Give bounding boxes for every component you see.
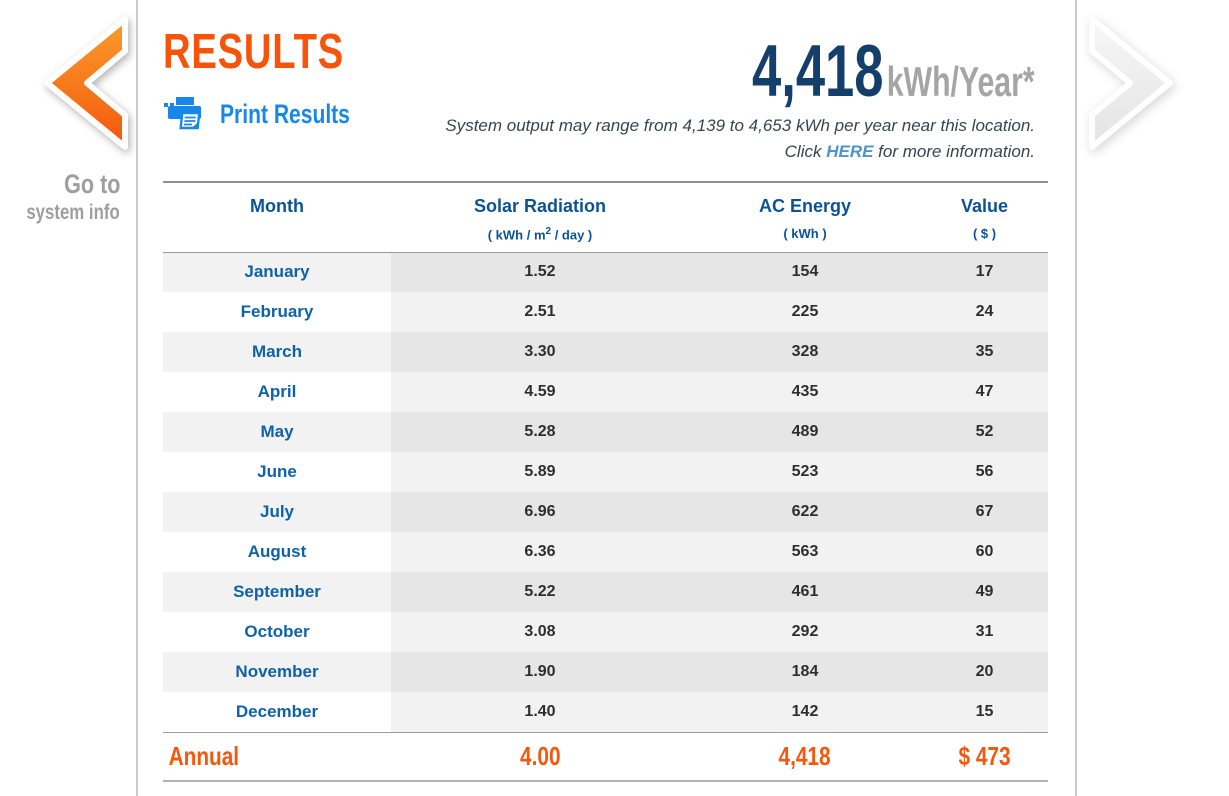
ac-cell: 563 — [689, 532, 921, 572]
value-cell: 31 — [921, 612, 1048, 652]
annual-value: $ 473 — [921, 731, 1048, 782]
table-row: October 3.08 292 31 — [163, 612, 1048, 652]
month-cell: November — [163, 652, 391, 692]
printer-icon[interactable] — [163, 96, 205, 132]
annual-ac: 4,418 — [689, 731, 921, 782]
value-cell: 35 — [921, 332, 1048, 372]
month-cell: February — [163, 292, 391, 332]
monthly-results-table: Month Solar Radiation ( kWh / m2 / day )… — [163, 181, 1048, 782]
table-row: June 5.89 523 56 — [163, 452, 1048, 492]
next-chevron-icon[interactable] — [1085, 12, 1177, 154]
ac-cell: 154 — [689, 252, 921, 292]
ac-cell: 461 — [689, 572, 921, 612]
left-divider — [136, 0, 138, 796]
left-nav-rail: Go to system info — [0, 0, 136, 796]
solar-cell: 1.40 — [391, 692, 689, 732]
month-cell: December — [163, 692, 391, 732]
table-row: December 1.40 142 15 — [163, 692, 1048, 732]
column-header-value: Value ( $ ) — [921, 182, 1048, 253]
value-cell: 47 — [921, 372, 1048, 412]
results-content: RESULTS Print Results — [163, 0, 1048, 796]
here-link[interactable]: HERE — [826, 142, 874, 161]
right-divider — [1075, 0, 1077, 796]
goto-system-info[interactable]: Go to system info — [3, 168, 120, 226]
month-cell: July — [163, 492, 391, 532]
table-row: February 2.51 225 24 — [163, 292, 1048, 332]
annual-label: Annual — [163, 731, 391, 782]
solar-cell: 5.22 — [391, 572, 689, 612]
goto-label-line1: Go to — [63, 169, 120, 199]
table-row: March 3.30 328 35 — [163, 332, 1048, 372]
annual-output-line: 4,418 kWh/Year* — [610, 30, 1035, 113]
previous-chevron-icon[interactable] — [40, 12, 132, 154]
solar-cell: 3.08 — [391, 612, 689, 652]
table-row: May 5.28 489 52 — [163, 412, 1048, 452]
column-header-month: Month — [163, 182, 391, 253]
output-range-note: System output may range from 4,139 to 4,… — [445, 116, 1035, 135]
month-cell: September — [163, 572, 391, 612]
value-cell: 56 — [921, 452, 1048, 492]
ac-cell: 184 — [689, 652, 921, 692]
ac-cell: 225 — [689, 292, 921, 332]
solar-cell: 4.59 — [391, 372, 689, 412]
print-results-link[interactable]: Print Results — [163, 96, 387, 132]
month-cell: June — [163, 452, 391, 492]
month-cell: August — [163, 532, 391, 572]
more-info-note: Click HERE for more information. — [445, 139, 1035, 165]
month-cell: April — [163, 372, 391, 412]
right-nav-rail — [1077, 0, 1229, 796]
month-cell: May — [163, 412, 391, 452]
more-info-suffix: for more information. — [873, 142, 1035, 161]
annual-row: Annual 4.00 4,418 $ 473 — [163, 731, 1048, 782]
solar-cell: 5.89 — [391, 452, 689, 492]
table-header-row: Month Solar Radiation ( kWh / m2 / day )… — [163, 182, 1048, 253]
month-cell: January — [163, 252, 391, 292]
ac-cell: 435 — [689, 372, 921, 412]
solar-cell: 1.52 — [391, 252, 689, 292]
value-cell: 52 — [921, 412, 1048, 452]
solar-cell: 5.28 — [391, 412, 689, 452]
value-cell: 49 — [921, 572, 1048, 612]
solar-cell: 6.36 — [391, 532, 689, 572]
month-cell: March — [163, 332, 391, 372]
ac-cell: 523 — [689, 452, 921, 492]
value-cell: 24 — [921, 292, 1048, 332]
annual-solar: 4.00 — [391, 731, 689, 782]
print-results-label: Print Results — [220, 98, 350, 129]
page-title: RESULTS — [163, 25, 344, 79]
solar-cell: 3.30 — [391, 332, 689, 372]
table-row: September 5.22 461 49 — [163, 572, 1048, 612]
value-cell: 60 — [921, 532, 1048, 572]
ac-cell: 622 — [689, 492, 921, 532]
value-cell: 20 — [921, 652, 1048, 692]
column-header-ac-energy: AC Energy ( kWh ) — [689, 182, 921, 253]
annual-output-value: 4,418 — [752, 31, 884, 112]
table-row: January 1.52 154 17 — [163, 252, 1048, 292]
table-row: April 4.59 435 47 — [163, 372, 1048, 412]
value-cell: 67 — [921, 492, 1048, 532]
ac-cell: 142 — [689, 692, 921, 732]
annual-output-unit: kWh/Year* — [887, 58, 1035, 105]
annual-output-block: 4,418 kWh/Year* System output may range … — [445, 30, 1035, 165]
ac-cell: 489 — [689, 412, 921, 452]
solar-cell: 1.90 — [391, 652, 689, 692]
value-cell: 15 — [921, 692, 1048, 732]
table-row: November 1.90 184 20 — [163, 652, 1048, 692]
month-cell: October — [163, 612, 391, 652]
table-row: August 6.36 563 60 — [163, 532, 1048, 572]
table-row: July 6.96 622 67 — [163, 492, 1048, 532]
solar-cell: 2.51 — [391, 292, 689, 332]
more-info-prefix: Click — [784, 142, 827, 161]
ac-cell: 328 — [689, 332, 921, 372]
value-cell: 17 — [921, 252, 1048, 292]
solar-cell: 6.96 — [391, 492, 689, 532]
column-header-solar-radiation: Solar Radiation ( kWh / m2 / day ) — [391, 182, 689, 253]
ac-cell: 292 — [689, 612, 921, 652]
goto-label-line2: system info — [26, 201, 120, 225]
